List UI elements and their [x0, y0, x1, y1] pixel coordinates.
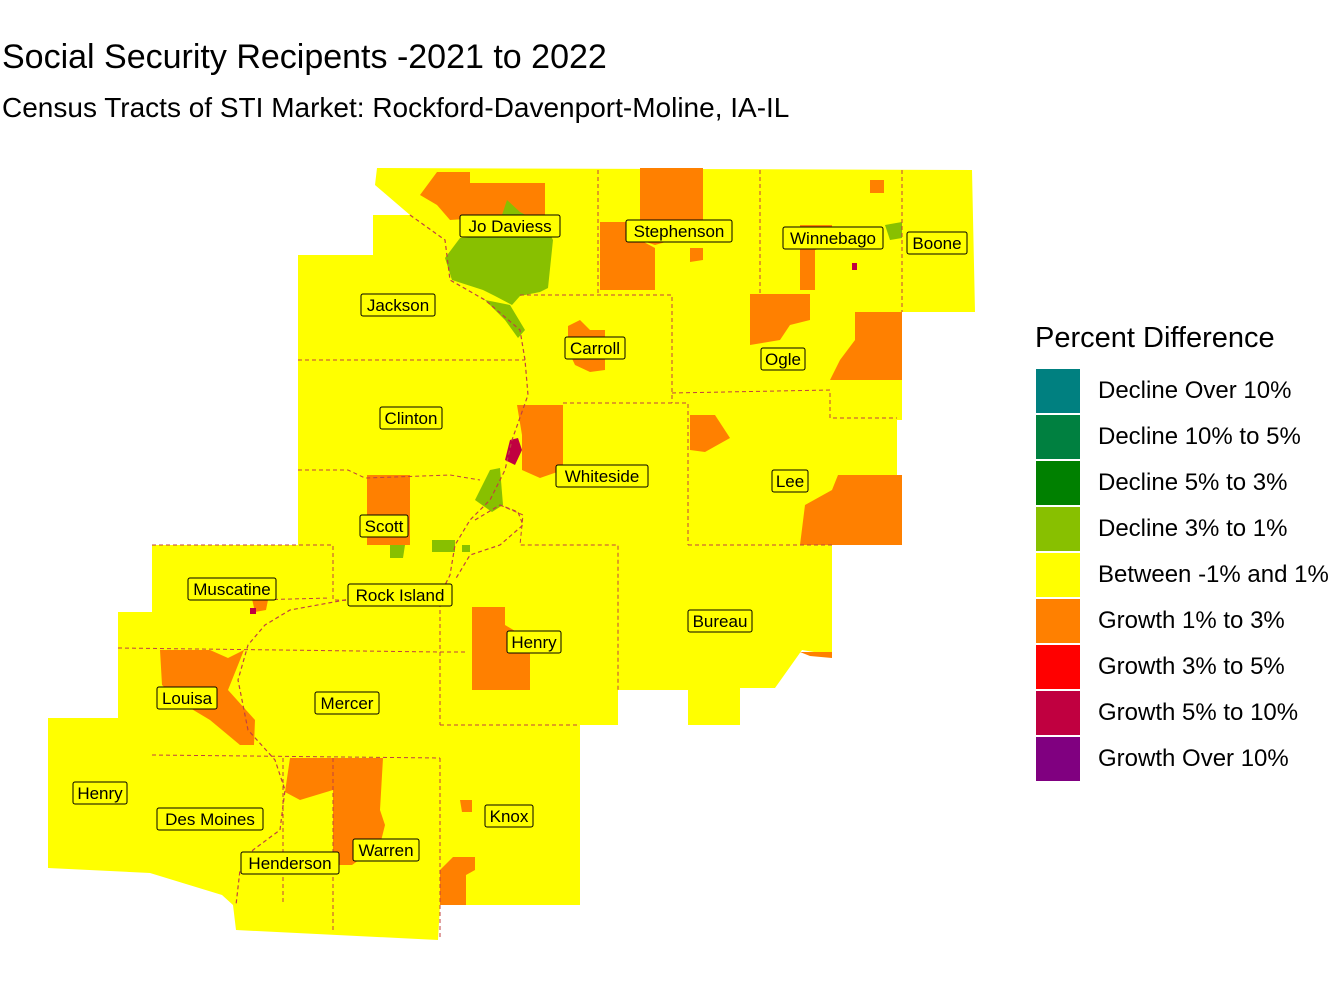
legend-swatch	[1036, 691, 1080, 735]
county-label-scott: Scott	[359, 514, 409, 538]
svg-text:Muscatine: Muscatine	[193, 580, 270, 599]
svg-text:Louisa: Louisa	[162, 689, 213, 708]
svg-text:Henry: Henry	[511, 633, 557, 652]
county-label-muscatine: Muscatine	[187, 577, 277, 601]
county-label-knox: Knox	[484, 804, 534, 828]
svg-text:Clinton: Clinton	[385, 409, 438, 428]
legend-swatch	[1036, 645, 1080, 689]
legend-label: Growth 3% to 5%	[1098, 653, 1285, 680]
legend-label: Decline 3% to 1%	[1098, 515, 1288, 542]
county-label-warren: Warren	[352, 838, 420, 862]
map-base-region	[48, 168, 975, 940]
svg-text:Jackson: Jackson	[367, 296, 429, 315]
legend-label: Growth 5% to 10%	[1098, 699, 1299, 726]
county-labels: Jo Daviess Stephenson Winnebago Boone Ja…	[72, 214, 968, 875]
map-subtitle: Census Tracts of STI Market: Rockford-Da…	[2, 92, 790, 123]
county-label-stephenson: Stephenson	[625, 219, 733, 243]
county-label-jo-daviess: Jo Daviess	[459, 214, 561, 238]
county-label-jackson: Jackson	[360, 293, 436, 317]
svg-text:Knox: Knox	[490, 807, 529, 826]
legend-swatch	[1036, 461, 1080, 505]
county-label-whiteside: Whiteside	[555, 464, 649, 488]
choropleth-map: Jo Daviess Stephenson Winnebago Boone Ja…	[48, 168, 975, 940]
svg-text:Des Moines: Des Moines	[165, 810, 255, 829]
map-title: Social Security Recipents -2021 to 2022	[2, 38, 607, 76]
county-label-des-moines: Des Moines	[156, 807, 264, 831]
legend-swatch	[1036, 507, 1080, 551]
legend-label: Growth Over 10%	[1098, 745, 1289, 772]
legend-swatch	[1036, 369, 1080, 413]
legend-title: Percent Difference	[1035, 322, 1275, 354]
svg-text:Henderson: Henderson	[248, 854, 331, 873]
county-label-ogle: Ogle	[760, 347, 806, 371]
county-label-henry-il: Henry	[506, 630, 562, 654]
legend-swatch	[1036, 599, 1080, 643]
legend-swatch	[1036, 737, 1080, 781]
county-label-clinton: Clinton	[379, 406, 443, 430]
legend-label: Decline 10% to 5%	[1098, 423, 1301, 450]
legend-label: Growth 1% to 3%	[1098, 607, 1285, 634]
growth-5-10-tracts	[250, 263, 857, 614]
svg-text:Whiteside: Whiteside	[565, 467, 640, 486]
county-label-boone: Boone	[906, 231, 968, 255]
county-label-louisa: Louisa	[156, 686, 218, 710]
svg-text:Ogle: Ogle	[765, 350, 801, 369]
county-label-winnebago: Winnebago	[782, 226, 884, 250]
svg-text:Jo Daviess: Jo Daviess	[468, 217, 551, 236]
legend-swatch	[1036, 553, 1080, 597]
svg-text:Lee: Lee	[776, 472, 804, 491]
county-label-henry-ia: Henry	[72, 781, 128, 805]
svg-text:Scott: Scott	[365, 517, 404, 536]
svg-text:Henry: Henry	[77, 784, 123, 803]
county-label-carroll: Carroll	[564, 336, 626, 360]
svg-text:Rock Island: Rock Island	[356, 586, 445, 605]
county-boundaries	[117, 170, 903, 940]
growth-1-3-tracts	[160, 168, 902, 905]
legend-label: Decline Over 10%	[1098, 377, 1292, 404]
legend-label: Between -1% and 1%	[1098, 561, 1329, 588]
svg-text:Mercer: Mercer	[321, 694, 374, 713]
county-label-bureau: Bureau	[687, 609, 753, 633]
county-label-henderson: Henderson	[240, 851, 340, 875]
svg-text:Winnebago: Winnebago	[790, 229, 876, 248]
county-label-lee: Lee	[771, 469, 809, 493]
river-boundary	[235, 214, 529, 906]
svg-text:Stephenson: Stephenson	[634, 222, 725, 241]
svg-text:Warren: Warren	[358, 841, 413, 860]
county-label-rock-island: Rock Island	[347, 583, 453, 607]
svg-text:Boone: Boone	[912, 234, 961, 253]
svg-text:Carroll: Carroll	[570, 339, 620, 358]
legend-swatch	[1036, 415, 1080, 459]
svg-text:Bureau: Bureau	[693, 612, 748, 631]
county-label-mercer: Mercer	[314, 691, 380, 715]
legend-label: Decline 5% to 3%	[1098, 469, 1288, 496]
